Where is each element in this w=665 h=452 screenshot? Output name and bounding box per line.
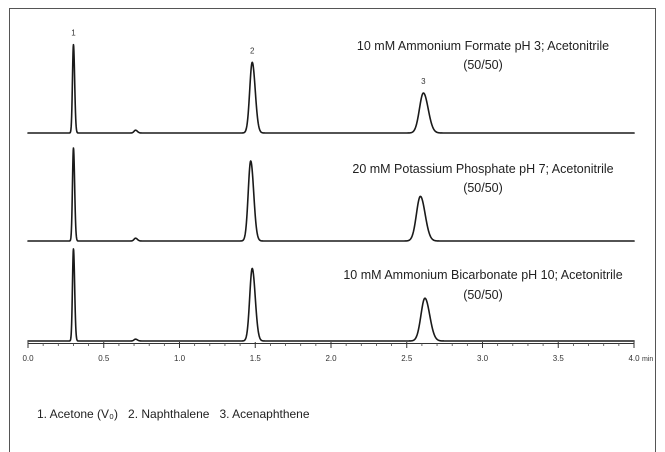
chart-frame	[9, 8, 656, 452]
peak-label-2: 2	[250, 46, 255, 55]
chromatogram-traces	[27, 43, 635, 342]
x-tick-label: 2.0	[325, 354, 337, 363]
legend-item-acetone: 1. Acetone (V₀)	[37, 407, 119, 421]
legend-item-acenaphthene: 3. Acenaphthene	[219, 407, 310, 421]
peak-legend: 1. Acetone (V₀) 2. Naphthalene 3. Acenap…	[37, 407, 310, 421]
series-label-1-line-1: 10 mM Ammonium Formate pH 3; Acetonitril…	[357, 39, 609, 53]
x-tick-label: 3.0	[477, 354, 489, 363]
peak-label-1: 1	[71, 29, 76, 38]
chromatogram-trace-2	[27, 147, 635, 242]
x-tick-label: 0.0	[22, 354, 34, 363]
x-tick-label: 0.5	[98, 354, 110, 363]
x-tick-label: 3.5	[553, 354, 565, 363]
x-axis: 0.0 0.5 1.0 1.5 2.0 2.5 3.0 3.5 4.0 min	[22, 342, 653, 363]
x-tick-label: 1.5	[250, 354, 262, 363]
chromatogram-trace-3	[27, 248, 635, 342]
x-axis-unit-label: min	[642, 356, 653, 363]
chromatogram-trace-1	[27, 43, 635, 134]
series-label-2-line-1: 20 mM Potassium Phosphate pH 7; Acetonit…	[352, 162, 613, 176]
series-label-2-line-2: (50/50)	[463, 181, 503, 195]
series-label-3-line-1: 10 mM Ammonium Bicarbonate pH 10; Aceton…	[343, 268, 622, 282]
x-tick-label: 4.0	[628, 354, 640, 363]
chart-labels: 10 mM Ammonium Formate pH 3; Acetonitril…	[71, 29, 622, 302]
legend-item-naphthalene: 2. Naphthalene	[128, 407, 210, 421]
series-label-1-line-2: (50/50)	[463, 58, 503, 72]
series-label-3-line-2: (50/50)	[463, 288, 503, 302]
peak-label-3: 3	[421, 77, 426, 86]
x-tick-label: 1.0	[174, 354, 186, 363]
x-tick-label: 2.5	[401, 354, 413, 363]
